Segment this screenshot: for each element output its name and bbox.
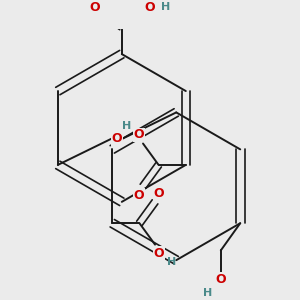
Text: O: O [145, 1, 155, 14]
Text: O: O [215, 273, 226, 286]
Text: O: O [112, 132, 122, 145]
Text: O: O [134, 188, 144, 202]
Text: H: H [167, 257, 176, 267]
Text: H: H [122, 121, 131, 131]
Text: H: H [202, 288, 212, 298]
Text: O: O [134, 128, 144, 141]
Text: H: H [161, 2, 170, 12]
Text: O: O [154, 247, 164, 260]
Text: O: O [154, 187, 164, 200]
Text: O: O [89, 1, 100, 14]
